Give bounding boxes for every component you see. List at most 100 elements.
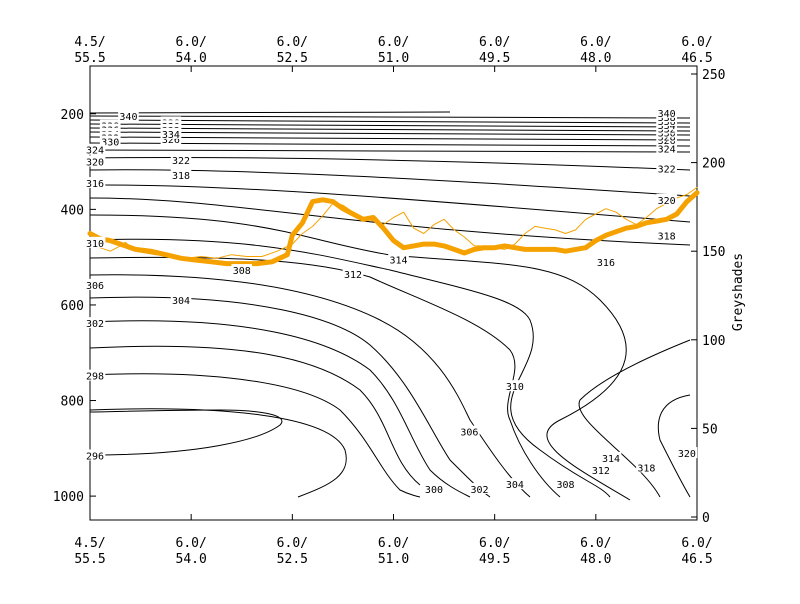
contour-line	[89, 408, 347, 498]
x-bottom-tick-label-line2: 52.5	[277, 552, 308, 567]
y-left-tick-label: 200	[61, 108, 84, 123]
contour-label: 322	[172, 156, 190, 167]
x-top-tick-label-line1: 6.0/	[277, 35, 308, 50]
contour-line	[89, 274, 531, 498]
contour-label-bg	[469, 482, 490, 494]
contour-label-bg	[459, 425, 480, 437]
contour-line	[89, 184, 691, 223]
contour-label: 334	[162, 130, 180, 141]
contour-label-bg	[636, 461, 657, 473]
x-bottom-tick-label-line1: 6.0/	[176, 536, 207, 551]
contour-label: 302	[86, 319, 104, 330]
contour-label: 328	[658, 132, 676, 143]
contour-line	[89, 320, 471, 498]
contour-line	[89, 142, 691, 147]
contour-label: 332	[658, 125, 676, 136]
x-top-tick-label-line2: 51.0	[378, 51, 409, 66]
greyshade-series	[87, 186, 700, 267]
x-top-tick-label-line1: 6.0/	[681, 35, 712, 50]
x-bottom-tick-label-line2: 51.0	[378, 552, 409, 567]
x-top-tick-label-line2: 46.5	[681, 51, 712, 66]
x-top-tick-label-line2: 49.5	[479, 51, 510, 66]
contour-label: 324	[658, 145, 676, 156]
contour-label: 302	[470, 485, 488, 496]
contour-label-bg	[388, 253, 409, 265]
contour-label: 306	[460, 428, 478, 439]
x-bottom-tick-label-line1: 4.5/	[74, 536, 105, 551]
contour-label: 330	[658, 128, 676, 139]
contour-label-bg	[84, 155, 106, 167]
contour-label: 312	[592, 466, 610, 477]
contour-line	[89, 127, 691, 132]
contour-label: 308	[233, 266, 251, 277]
contour-label-bg	[84, 143, 106, 155]
contour-label-bg	[656, 229, 677, 241]
contour-label-bg	[656, 193, 677, 205]
x-bottom-tick-label-line2: 49.5	[479, 552, 510, 567]
contour-line	[578, 339, 691, 498]
x-bottom-tick-label-line2: 46.5	[681, 552, 712, 567]
y-left-tick-label: 800	[61, 395, 84, 410]
contour-label: 320	[86, 158, 104, 169]
contour-label: 338	[658, 113, 676, 124]
contour-label: 304	[172, 296, 190, 307]
contour-label-bg	[590, 463, 612, 475]
y-left-tick-label: 1000	[53, 490, 84, 505]
contour-line	[89, 115, 691, 119]
contour-label: 296	[86, 451, 104, 462]
contour-label-bg	[84, 236, 106, 248]
x-bottom-tick-label-line1: 6.0/	[479, 536, 510, 551]
contour-label: 330	[101, 138, 119, 149]
y-right-tick-label: 150	[702, 245, 725, 260]
series-line-greyshade-thin	[89, 186, 698, 259]
contour-line	[89, 409, 283, 456]
contour-label: 306	[86, 281, 104, 292]
x-top-tick-label-line1: 6.0/	[580, 35, 611, 50]
contour-label-bg	[342, 267, 364, 279]
contour-label: 320	[658, 196, 676, 207]
contour-label: 300	[425, 485, 443, 496]
contour-label: 310	[506, 382, 524, 393]
x-top-tick-label-line2: 55.5	[74, 51, 105, 66]
contour-label-bg	[656, 162, 677, 174]
y-left-tick-label: 600	[61, 299, 84, 314]
y-right-tick-label: 200	[702, 157, 725, 172]
x-top-tick-label-line1: 6.0/	[176, 35, 207, 50]
y-right-tick-label: 250	[702, 68, 725, 83]
contour-line	[89, 169, 691, 197]
x-top-tick-label-line1: 6.0/	[378, 35, 409, 50]
contour-label: 314	[602, 454, 620, 465]
contour-label-bg	[160, 127, 182, 139]
contour-label: 340	[658, 109, 676, 120]
contour-label-bg	[84, 278, 106, 290]
contour-label-bg	[656, 106, 677, 118]
x-top-tick-label-line2: 52.5	[277, 51, 308, 66]
x-bottom-tick-label-line2: 55.5	[74, 552, 105, 567]
x-top-tick-label-line1: 4.5/	[74, 35, 105, 50]
contour-label-bg	[656, 142, 677, 154]
axis-ticks: 20040060080010000501001502002504.5/55.54…	[53, 35, 726, 567]
contour-line	[89, 119, 691, 124]
contour-label: 334	[658, 121, 676, 132]
contour-label-bg	[595, 255, 617, 267]
x-top-tick-label-line2: 48.0	[580, 51, 611, 66]
contour-label: 304	[506, 480, 524, 491]
contour-label: 318	[637, 463, 655, 474]
x-bottom-tick-label-line1: 6.0/	[378, 536, 409, 551]
x-bottom-tick-label-line2: 54.0	[176, 552, 207, 567]
contour-label: 316	[86, 179, 104, 190]
contour-line	[89, 123, 691, 128]
y-right-tick-label: 100	[702, 334, 725, 349]
contour-label-bg	[84, 177, 106, 189]
x-top-tick-label-line2: 54.0	[176, 51, 207, 66]
contour-line	[89, 149, 691, 153]
contour-label: 312	[344, 270, 362, 281]
contour-label-bg	[676, 447, 698, 459]
contour-label: 318	[658, 232, 676, 243]
contour-labels: 3403383363343323303263283303323343243223…	[84, 106, 698, 496]
contour-label-bg	[170, 154, 192, 166]
contour-label: 340	[119, 112, 137, 123]
contour-label-bg	[555, 478, 576, 490]
